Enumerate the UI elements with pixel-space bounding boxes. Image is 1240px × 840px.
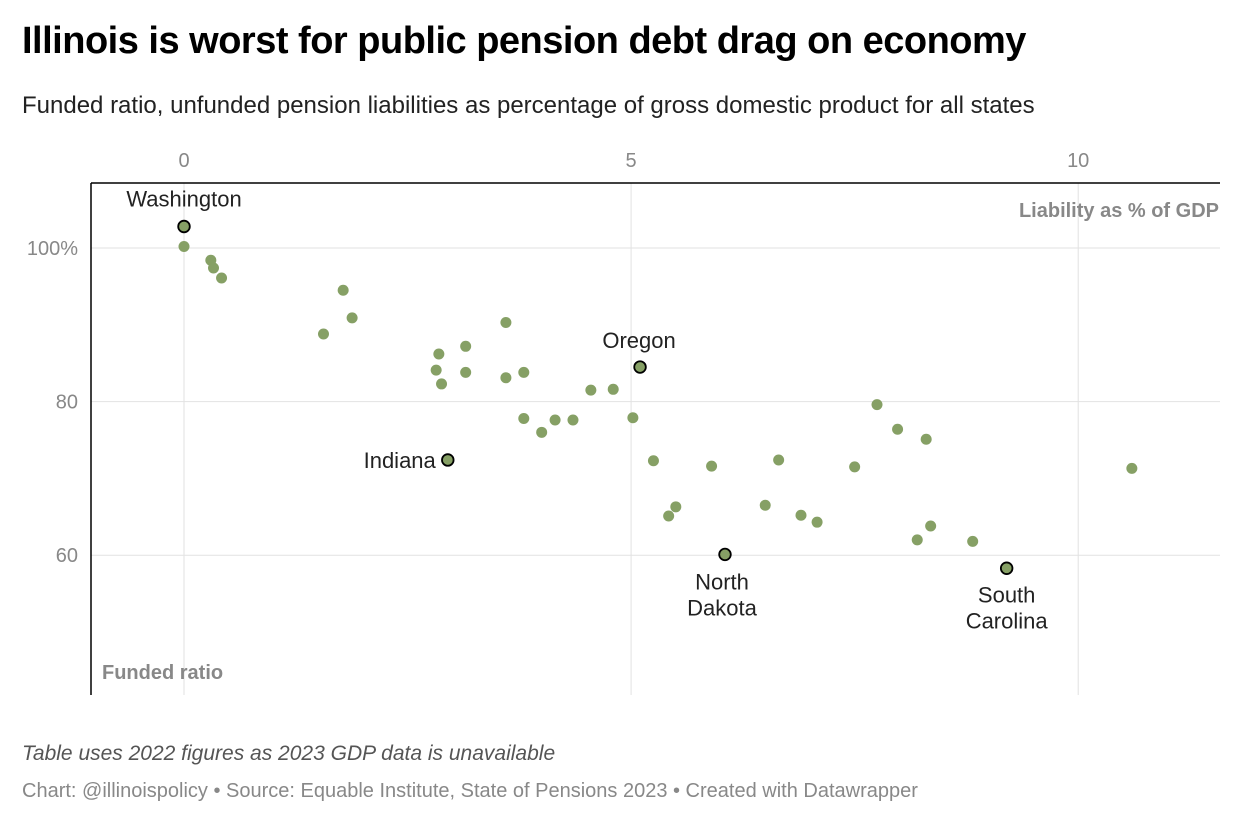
data-point — [911, 534, 923, 546]
point-label-line: Washington — [126, 186, 241, 211]
data-point — [647, 455, 659, 467]
data-point — [518, 412, 530, 424]
data-point — [460, 340, 472, 352]
data-point — [208, 262, 220, 274]
data-point — [346, 312, 358, 324]
data-point — [549, 414, 561, 426]
y-tick-label: 60 — [56, 545, 78, 567]
x-axis-title: Liability as % of GDP — [1019, 200, 1219, 222]
data-point — [1126, 462, 1138, 474]
x-tick-label: 5 — [626, 150, 637, 172]
data-point — [536, 426, 548, 438]
footnote: Table uses 2022 figures as 2023 GDP data… — [22, 742, 556, 765]
data-point — [430, 364, 442, 376]
data-point — [433, 348, 445, 360]
y-tick-label: 80 — [56, 392, 78, 414]
labeled-data-point — [718, 547, 732, 562]
point-label: North Dakota — [687, 569, 757, 620]
y-axis-title: Funded ratio — [102, 662, 223, 684]
data-point — [706, 460, 718, 472]
data-point — [317, 328, 329, 340]
labeled-data-point — [999, 561, 1014, 575]
data-point — [627, 412, 639, 424]
data-point — [871, 399, 883, 411]
data-point — [500, 316, 512, 328]
data-point — [663, 510, 675, 522]
data-point — [216, 272, 228, 284]
data-point — [518, 366, 530, 378]
point-labels: WashingtonOregonIndianaNewMexicoMississi… — [126, 186, 1049, 633]
point-label-line: South — [978, 582, 1036, 607]
point-label: South Carolina — [966, 582, 1049, 633]
x-tick-label: 0 — [178, 150, 189, 172]
data-point — [585, 384, 597, 396]
data-point — [500, 372, 512, 384]
data-point — [967, 535, 979, 547]
data-point — [892, 423, 904, 435]
data-point — [178, 240, 190, 252]
data-points — [177, 219, 1138, 575]
point-label: Washington — [126, 186, 241, 211]
labeled-data-point — [177, 219, 191, 234]
data-point — [436, 378, 448, 390]
labeled-data-point — [441, 453, 455, 467]
data-point — [920, 433, 932, 445]
data-point — [795, 509, 807, 521]
gridlines — [91, 183, 1220, 695]
x-tick-label: 10 — [1067, 150, 1089, 172]
data-point — [567, 414, 579, 426]
data-point — [811, 516, 823, 528]
point-label-line: Dakota — [687, 595, 757, 620]
chart-title: Illinois is worst for public pension deb… — [22, 20, 1026, 62]
point-label-line: North — [695, 569, 749, 594]
data-point — [670, 501, 682, 513]
point-label-line: Oregon — [602, 328, 675, 353]
data-point — [460, 366, 472, 378]
data-point — [607, 383, 619, 395]
labeled-data-point — [633, 360, 647, 374]
credits: Chart: @illinoispolicy • Source: Equable… — [22, 780, 918, 802]
point-label-line: Indiana — [364, 448, 437, 473]
y-tick-label: 100% — [27, 238, 78, 260]
data-point — [337, 284, 349, 296]
data-point — [849, 461, 861, 473]
chart-subtitle: Funded ratio, unfunded pension liabiliti… — [22, 92, 1035, 119]
data-point — [773, 454, 785, 466]
data-point — [759, 499, 771, 511]
point-label: Indiana — [364, 448, 437, 473]
point-label: Oregon — [602, 328, 675, 353]
point-label-line: Carolina — [966, 608, 1049, 633]
data-point — [925, 520, 937, 532]
